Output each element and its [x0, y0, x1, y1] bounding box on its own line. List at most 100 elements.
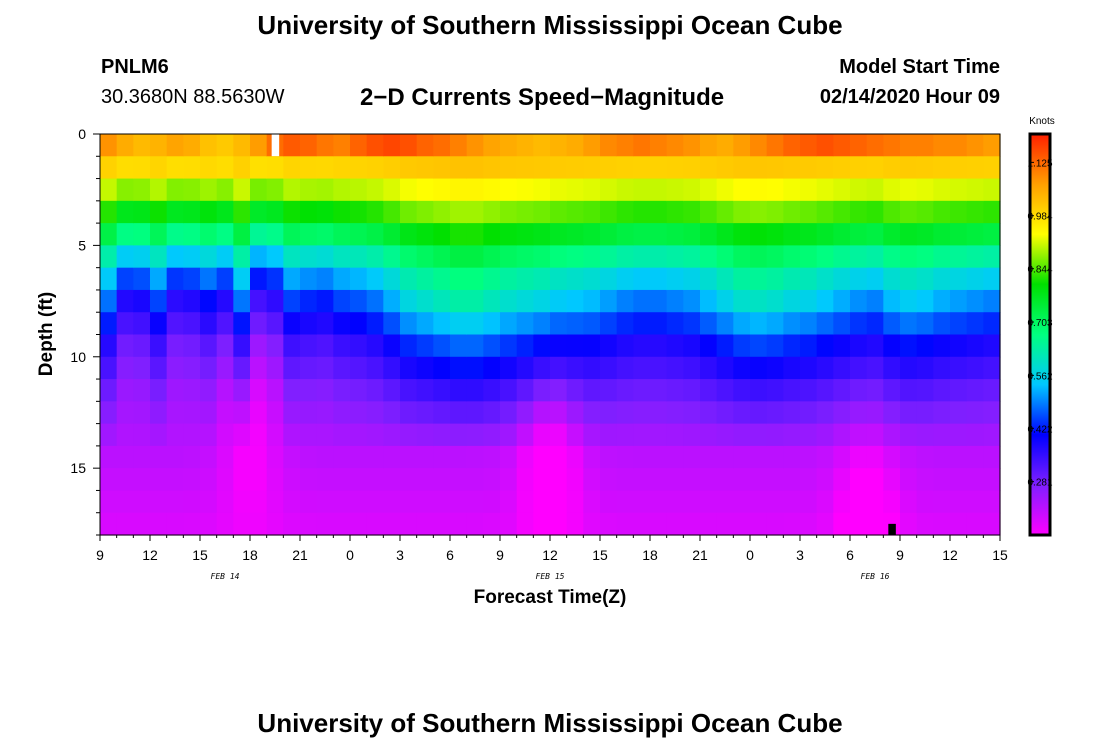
heatmap-cell [216, 223, 234, 246]
heatmap-cell [783, 245, 801, 269]
heatmap-cell [533, 289, 551, 313]
heatmap-cell [666, 423, 684, 447]
heatmap-cell [850, 356, 868, 380]
heatmap-cell [416, 401, 434, 425]
colorbar: Knots 0.281 0.422 0.562 0.703 0.844 0.984 1.12… [1027, 116, 1055, 537]
heatmap-cell [683, 156, 701, 180]
heatmap-cell [933, 200, 951, 224]
heatmap-cell [766, 156, 784, 180]
heatmap-cell [616, 245, 634, 269]
heatmap-cell [800, 512, 818, 536]
heatmap-cell [750, 223, 768, 246]
heatmap-cell [383, 512, 401, 536]
heatmap-cell [300, 134, 318, 157]
heatmap-cell [766, 468, 784, 492]
heatmap-cell [900, 334, 918, 358]
heatmap-cell [700, 200, 718, 224]
heatmap-cell [466, 289, 484, 313]
heatmap-cell [466, 312, 484, 336]
heatmap-cell [583, 445, 601, 469]
heatmap-cell [250, 468, 268, 492]
heatmap-cell [866, 178, 884, 202]
heatmap-cell [183, 289, 201, 313]
heatmap-cell [733, 423, 751, 447]
x-tick-label: 6 [446, 547, 454, 563]
heatmap-cell [866, 223, 884, 246]
heatmap-cell [100, 356, 118, 380]
y-tick-label: 15 [70, 460, 86, 476]
heatmap-cell [150, 289, 168, 313]
heatmap-cell [566, 156, 584, 180]
heatmap-cell [783, 289, 801, 313]
heatmap-cell [933, 445, 951, 469]
heatmap-cell [316, 223, 334, 246]
heatmap-cell [233, 200, 251, 224]
heatmap-cell [133, 423, 151, 447]
heatmap-cell [600, 401, 618, 425]
heatmap-cell [983, 312, 1001, 336]
heatmap-cell [450, 334, 468, 358]
heatmap-cell [400, 356, 418, 380]
colorbar-tick-label: 0.984 [1027, 212, 1052, 223]
heatmap-cell [900, 401, 918, 425]
heatmap-cell [616, 267, 634, 291]
heatmap-cell [150, 401, 168, 425]
heatmap-cell [733, 512, 751, 536]
heatmap-cell [750, 512, 768, 536]
heatmap-cell [833, 289, 851, 313]
heatmap-cell [450, 245, 468, 269]
heatmap-cell [483, 178, 501, 202]
heatmap-cell [683, 267, 701, 291]
heatmap-cell [100, 223, 118, 246]
heatmap-cell [600, 223, 618, 246]
heatmap-cell [300, 401, 318, 425]
heatmap-cell [950, 401, 968, 425]
heatmap-cell [533, 223, 551, 246]
heatmap-cell [766, 334, 784, 358]
heatmap-cell [816, 223, 834, 246]
heatmap-cell [150, 156, 168, 180]
heatmap-cell [833, 423, 851, 447]
heatmap-cell [450, 379, 468, 402]
heatmap-cell [133, 445, 151, 469]
heatmap-cell [266, 401, 284, 425]
heatmap-cell [783, 356, 801, 380]
heatmap-cell [150, 200, 168, 224]
heatmap-cell [333, 423, 351, 447]
heatmap-cell [616, 356, 634, 380]
heatmap-cell [800, 134, 818, 157]
heatmap-cell [800, 223, 818, 246]
heatmap-cell [283, 156, 301, 180]
heatmap-cell [733, 289, 751, 313]
heatmap-cell [316, 445, 334, 469]
heatmap-cell [216, 379, 234, 402]
heatmap-cell [516, 356, 534, 380]
heatmap-cell [633, 379, 651, 402]
heatmap-cell [750, 289, 768, 313]
heatmap-cell [716, 289, 734, 313]
heatmap-cell [216, 334, 234, 358]
heatmap-cell [650, 356, 668, 380]
heatmap-cell [433, 512, 451, 536]
heatmap-cell [350, 200, 368, 224]
heatmap-cell [350, 267, 368, 291]
heatmap-cell [466, 512, 484, 536]
heatmap-cell [483, 223, 501, 246]
heatmap-cell [950, 512, 968, 536]
heatmap-cell [200, 134, 218, 157]
heatmap-cell [800, 468, 818, 492]
x-axis-title: Forecast Time(Z) [474, 587, 627, 608]
heatmap-cell [333, 267, 351, 291]
heatmap-cell [766, 356, 784, 380]
heatmap-cell [566, 490, 584, 514]
heatmap-cell [400, 512, 418, 536]
heatmap-cell [100, 245, 118, 269]
heatmap-cell [666, 200, 684, 224]
heatmap-cell [700, 490, 718, 514]
heatmap-cell [733, 445, 751, 469]
colorbar-tick-label: 0.422 [1027, 424, 1052, 435]
heatmap-cell [450, 512, 468, 536]
heatmap-cell [833, 134, 851, 157]
heatmap-cell [966, 445, 984, 469]
heatmap-cell [816, 245, 834, 269]
